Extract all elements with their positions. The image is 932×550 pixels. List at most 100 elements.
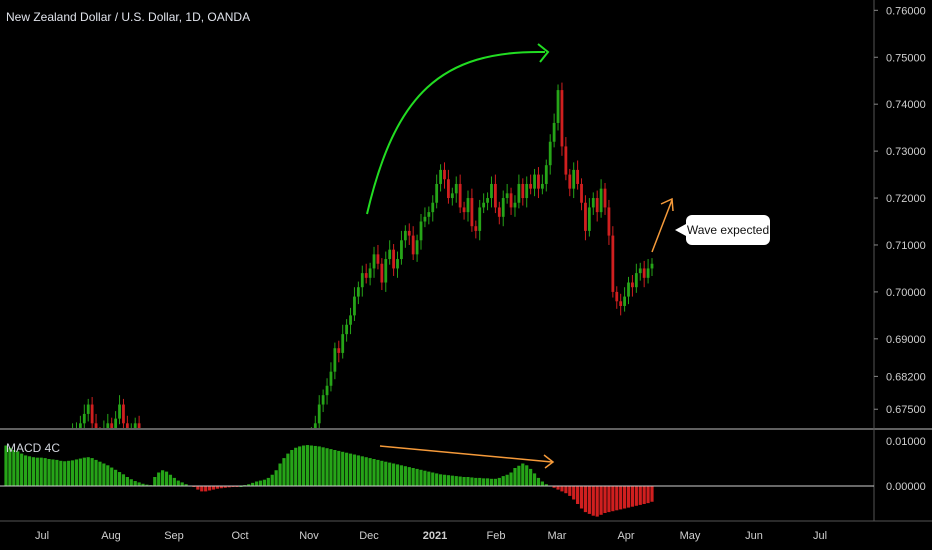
- candle: [317, 395, 321, 428]
- candle-body: [474, 226, 478, 231]
- candle-body: [142, 437, 145, 456]
- candle: [537, 167, 540, 199]
- macd-bar: [153, 477, 157, 486]
- candle: [130, 423, 132, 428]
- candle: [364, 263, 368, 284]
- candle: [181, 455, 184, 473]
- candle: [133, 417, 137, 428]
- candle: [439, 164, 442, 192]
- macd-bar: [211, 486, 216, 490]
- candle: [513, 195, 517, 217]
- candle-body: [548, 141, 552, 166]
- candle-body: [177, 461, 180, 470]
- time-tick-label: Dec: [359, 530, 379, 542]
- macd-bar: [325, 448, 329, 486]
- macd-bar: [4, 445, 8, 486]
- candle: [153, 456, 156, 476]
- candle-body: [505, 193, 509, 199]
- wave-expected-callout: Wave expected: [675, 215, 770, 245]
- macd-bar: [94, 459, 98, 486]
- macd-bar: [442, 474, 447, 486]
- macd-bar: [55, 459, 59, 486]
- candle: [419, 214, 423, 250]
- time-tick-label: May: [680, 530, 701, 542]
- candle: [240, 460, 243, 483]
- candle: [466, 190, 470, 222]
- candle-body: [634, 273, 638, 288]
- macd-bar: [39, 457, 43, 486]
- macd-bar: [43, 458, 47, 486]
- macd-bar: [642, 486, 646, 504]
- macd-bar: [395, 464, 400, 486]
- candle: [540, 174, 544, 195]
- candle-body: [275, 451, 278, 460]
- candle: [9, 496, 12, 527]
- candle-body: [133, 423, 137, 428]
- macd-bar: [579, 486, 584, 509]
- candle: [548, 134, 552, 175]
- macd-bar: [501, 476, 505, 486]
- candle-body: [627, 282, 630, 297]
- macd-bar: [31, 457, 36, 486]
- macd-bar: [423, 470, 427, 486]
- candle-body: [482, 202, 486, 208]
- candle-body: [329, 371, 333, 386]
- candle: [529, 174, 533, 195]
- candle: [423, 207, 427, 228]
- candle: [400, 230, 403, 265]
- candle-body: [337, 348, 341, 353]
- candle: [431, 195, 435, 222]
- candle: [642, 260, 646, 288]
- macd-bar: [388, 462, 392, 486]
- price-tick-label: 0.67500: [886, 404, 926, 416]
- candle: [646, 259, 650, 284]
- candle: [505, 183, 509, 204]
- macd-bar: [356, 455, 360, 486]
- macd-bar: [12, 450, 16, 486]
- wave-arrowhead: [660, 197, 674, 212]
- candle-body: [125, 423, 129, 428]
- macd-bar: [509, 472, 513, 486]
- candle: [325, 378, 329, 405]
- macd-bar: [619, 486, 623, 510]
- candle-body: [595, 198, 599, 213]
- macd-bar: [313, 445, 317, 486]
- macd-trendline-arrowhead: [543, 454, 555, 469]
- candle: [509, 187, 513, 215]
- candle: [142, 428, 145, 462]
- macd-bar: [493, 478, 497, 486]
- candle: [631, 275, 634, 297]
- macd-bar: [86, 457, 90, 486]
- candle-body: [146, 456, 149, 461]
- macd-bar: [415, 468, 419, 486]
- candle: [384, 251, 388, 292]
- candle: [595, 190, 599, 222]
- macd-bar: [489, 478, 494, 486]
- macd-bar: [67, 460, 71, 486]
- macd-bar: [419, 469, 423, 486]
- macd-bar: [184, 484, 188, 486]
- candle: [568, 168, 572, 197]
- candle-body: [525, 183, 529, 199]
- price-tick-label: 0.72000: [886, 193, 926, 205]
- candle: [415, 234, 419, 262]
- candle: [63, 446, 66, 464]
- macd-bar: [407, 467, 411, 486]
- candle: [470, 188, 474, 232]
- candle-body: [99, 433, 102, 438]
- macd-bar: [576, 486, 580, 504]
- candle-body: [110, 423, 114, 428]
- candle-body: [368, 268, 372, 278]
- candle-body: [564, 146, 568, 175]
- candle: [443, 162, 446, 189]
- candle-body: [212, 494, 215, 503]
- candle-body: [200, 466, 203, 480]
- macd-bar: [125, 477, 129, 486]
- candle-body: [615, 291, 619, 302]
- candle-body: [572, 169, 576, 189]
- candle: [236, 451, 239, 471]
- macd-bar: [517, 465, 521, 486]
- candle: [94, 413, 98, 428]
- macd-bar: [497, 477, 501, 486]
